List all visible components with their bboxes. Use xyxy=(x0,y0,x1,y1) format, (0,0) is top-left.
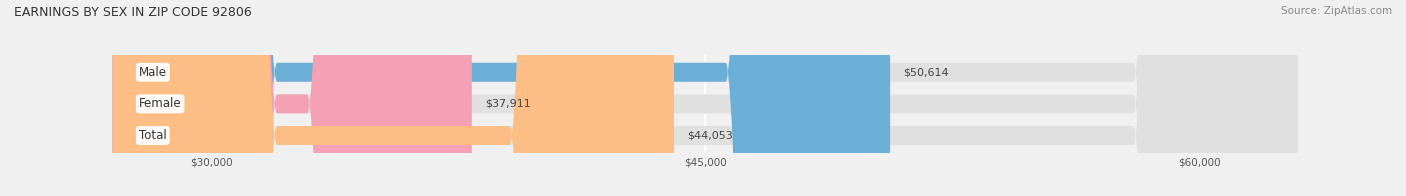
Text: $37,911: $37,911 xyxy=(485,99,530,109)
FancyBboxPatch shape xyxy=(112,0,472,196)
Text: $50,614: $50,614 xyxy=(903,67,949,77)
Text: $44,053: $44,053 xyxy=(688,131,733,141)
FancyBboxPatch shape xyxy=(112,0,1298,196)
Text: EARNINGS BY SEX IN ZIP CODE 92806: EARNINGS BY SEX IN ZIP CODE 92806 xyxy=(14,6,252,19)
FancyBboxPatch shape xyxy=(112,0,673,196)
FancyBboxPatch shape xyxy=(112,0,1298,196)
Text: Female: Female xyxy=(139,97,181,110)
FancyBboxPatch shape xyxy=(112,0,890,196)
Text: Source: ZipAtlas.com: Source: ZipAtlas.com xyxy=(1281,6,1392,16)
Text: Male: Male xyxy=(139,66,167,79)
FancyBboxPatch shape xyxy=(112,0,1298,196)
Text: Total: Total xyxy=(139,129,166,142)
